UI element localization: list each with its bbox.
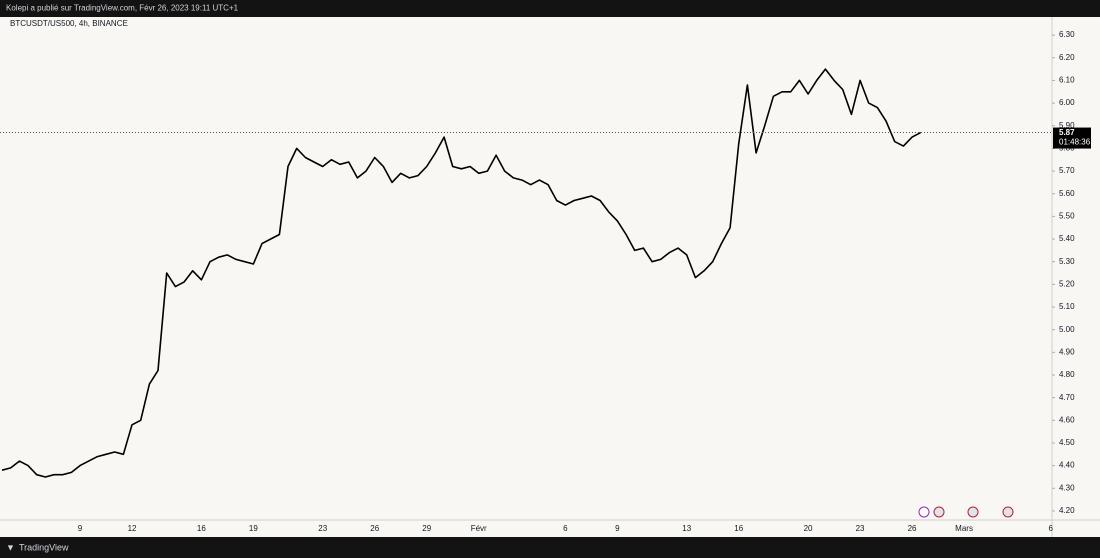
- y-tick-label: 4.50: [1059, 438, 1075, 447]
- y-tick-label: 5.10: [1059, 302, 1075, 311]
- brand: TradingView: [19, 542, 69, 552]
- y-tick-label: 5.40: [1059, 234, 1075, 243]
- chart-title: BTCUSDT/US500, 4h, BINANCE: [10, 19, 128, 28]
- y-tick-label: 5.00: [1059, 325, 1075, 334]
- y-tick-label: 4.20: [1059, 506, 1075, 515]
- x-tick-label: 13: [682, 524, 691, 533]
- y-tick-label: 5.90: [1059, 121, 1075, 130]
- y-tick-label: 6.20: [1059, 53, 1075, 62]
- y-tick-label: 5.30: [1059, 257, 1075, 266]
- x-tick-label: 6: [1049, 524, 1054, 533]
- y-tick-label: 4.40: [1059, 461, 1075, 470]
- y-tick-label: 5.20: [1059, 279, 1075, 288]
- last-price-label: 5.87: [1059, 128, 1075, 137]
- event-icon[interactable]: [1002, 506, 1014, 518]
- x-tick-label: 29: [422, 524, 431, 533]
- event-icon[interactable]: [967, 506, 979, 518]
- x-tick-label: 16: [197, 524, 206, 533]
- y-tick-label: 6.30: [1059, 30, 1075, 39]
- y-tick-label: 4.80: [1059, 370, 1075, 379]
- x-tick-label: Févr: [471, 524, 487, 533]
- event-icon[interactable]: [918, 506, 930, 518]
- price-line: [1, 68, 922, 478]
- x-tick-label: 19: [249, 524, 258, 533]
- x-tick-label: 20: [804, 524, 813, 533]
- x-tick-label: 26: [908, 524, 917, 533]
- x-tick-label: 9: [78, 524, 83, 533]
- y-tick-label: 6.00: [1059, 98, 1075, 107]
- x-tick-label: 16: [734, 524, 743, 533]
- y-tick-label: 4.60: [1059, 415, 1075, 424]
- y-tick-label: 4.90: [1059, 347, 1075, 356]
- x-tick-label: 12: [128, 524, 137, 533]
- event-icon[interactable]: [933, 506, 945, 518]
- y-tick-label: 5.70: [1059, 166, 1075, 175]
- countdown: 01:48:36: [1059, 138, 1091, 147]
- logo-mark: ▼: [6, 542, 15, 552]
- y-tick-label: 4.70: [1059, 393, 1075, 402]
- plot: [0, 68, 1052, 478]
- x-tick-label: 6: [563, 524, 568, 533]
- y-tick-label: 4.30: [1059, 483, 1075, 492]
- y-tick-label: 6.10: [1059, 76, 1075, 85]
- x-tick-label: Mars: [955, 524, 973, 533]
- y-tick-label: 5.60: [1059, 189, 1075, 198]
- x-tick-label: 23: [318, 524, 327, 533]
- chart-bg: [0, 17, 1100, 537]
- x-tick-label: 23: [856, 524, 865, 533]
- y-tick-label: 5.50: [1059, 211, 1075, 220]
- last-price-box: [1053, 127, 1091, 149]
- axes: 6.306.206.106.005.905.805.705.605.505.40…: [78, 30, 1091, 533]
- x-tick-label: 26: [370, 524, 379, 533]
- header-text: Kolepi a publié sur TradingView.com, Fév…: [6, 4, 239, 13]
- x-tick-label: 9: [615, 524, 620, 533]
